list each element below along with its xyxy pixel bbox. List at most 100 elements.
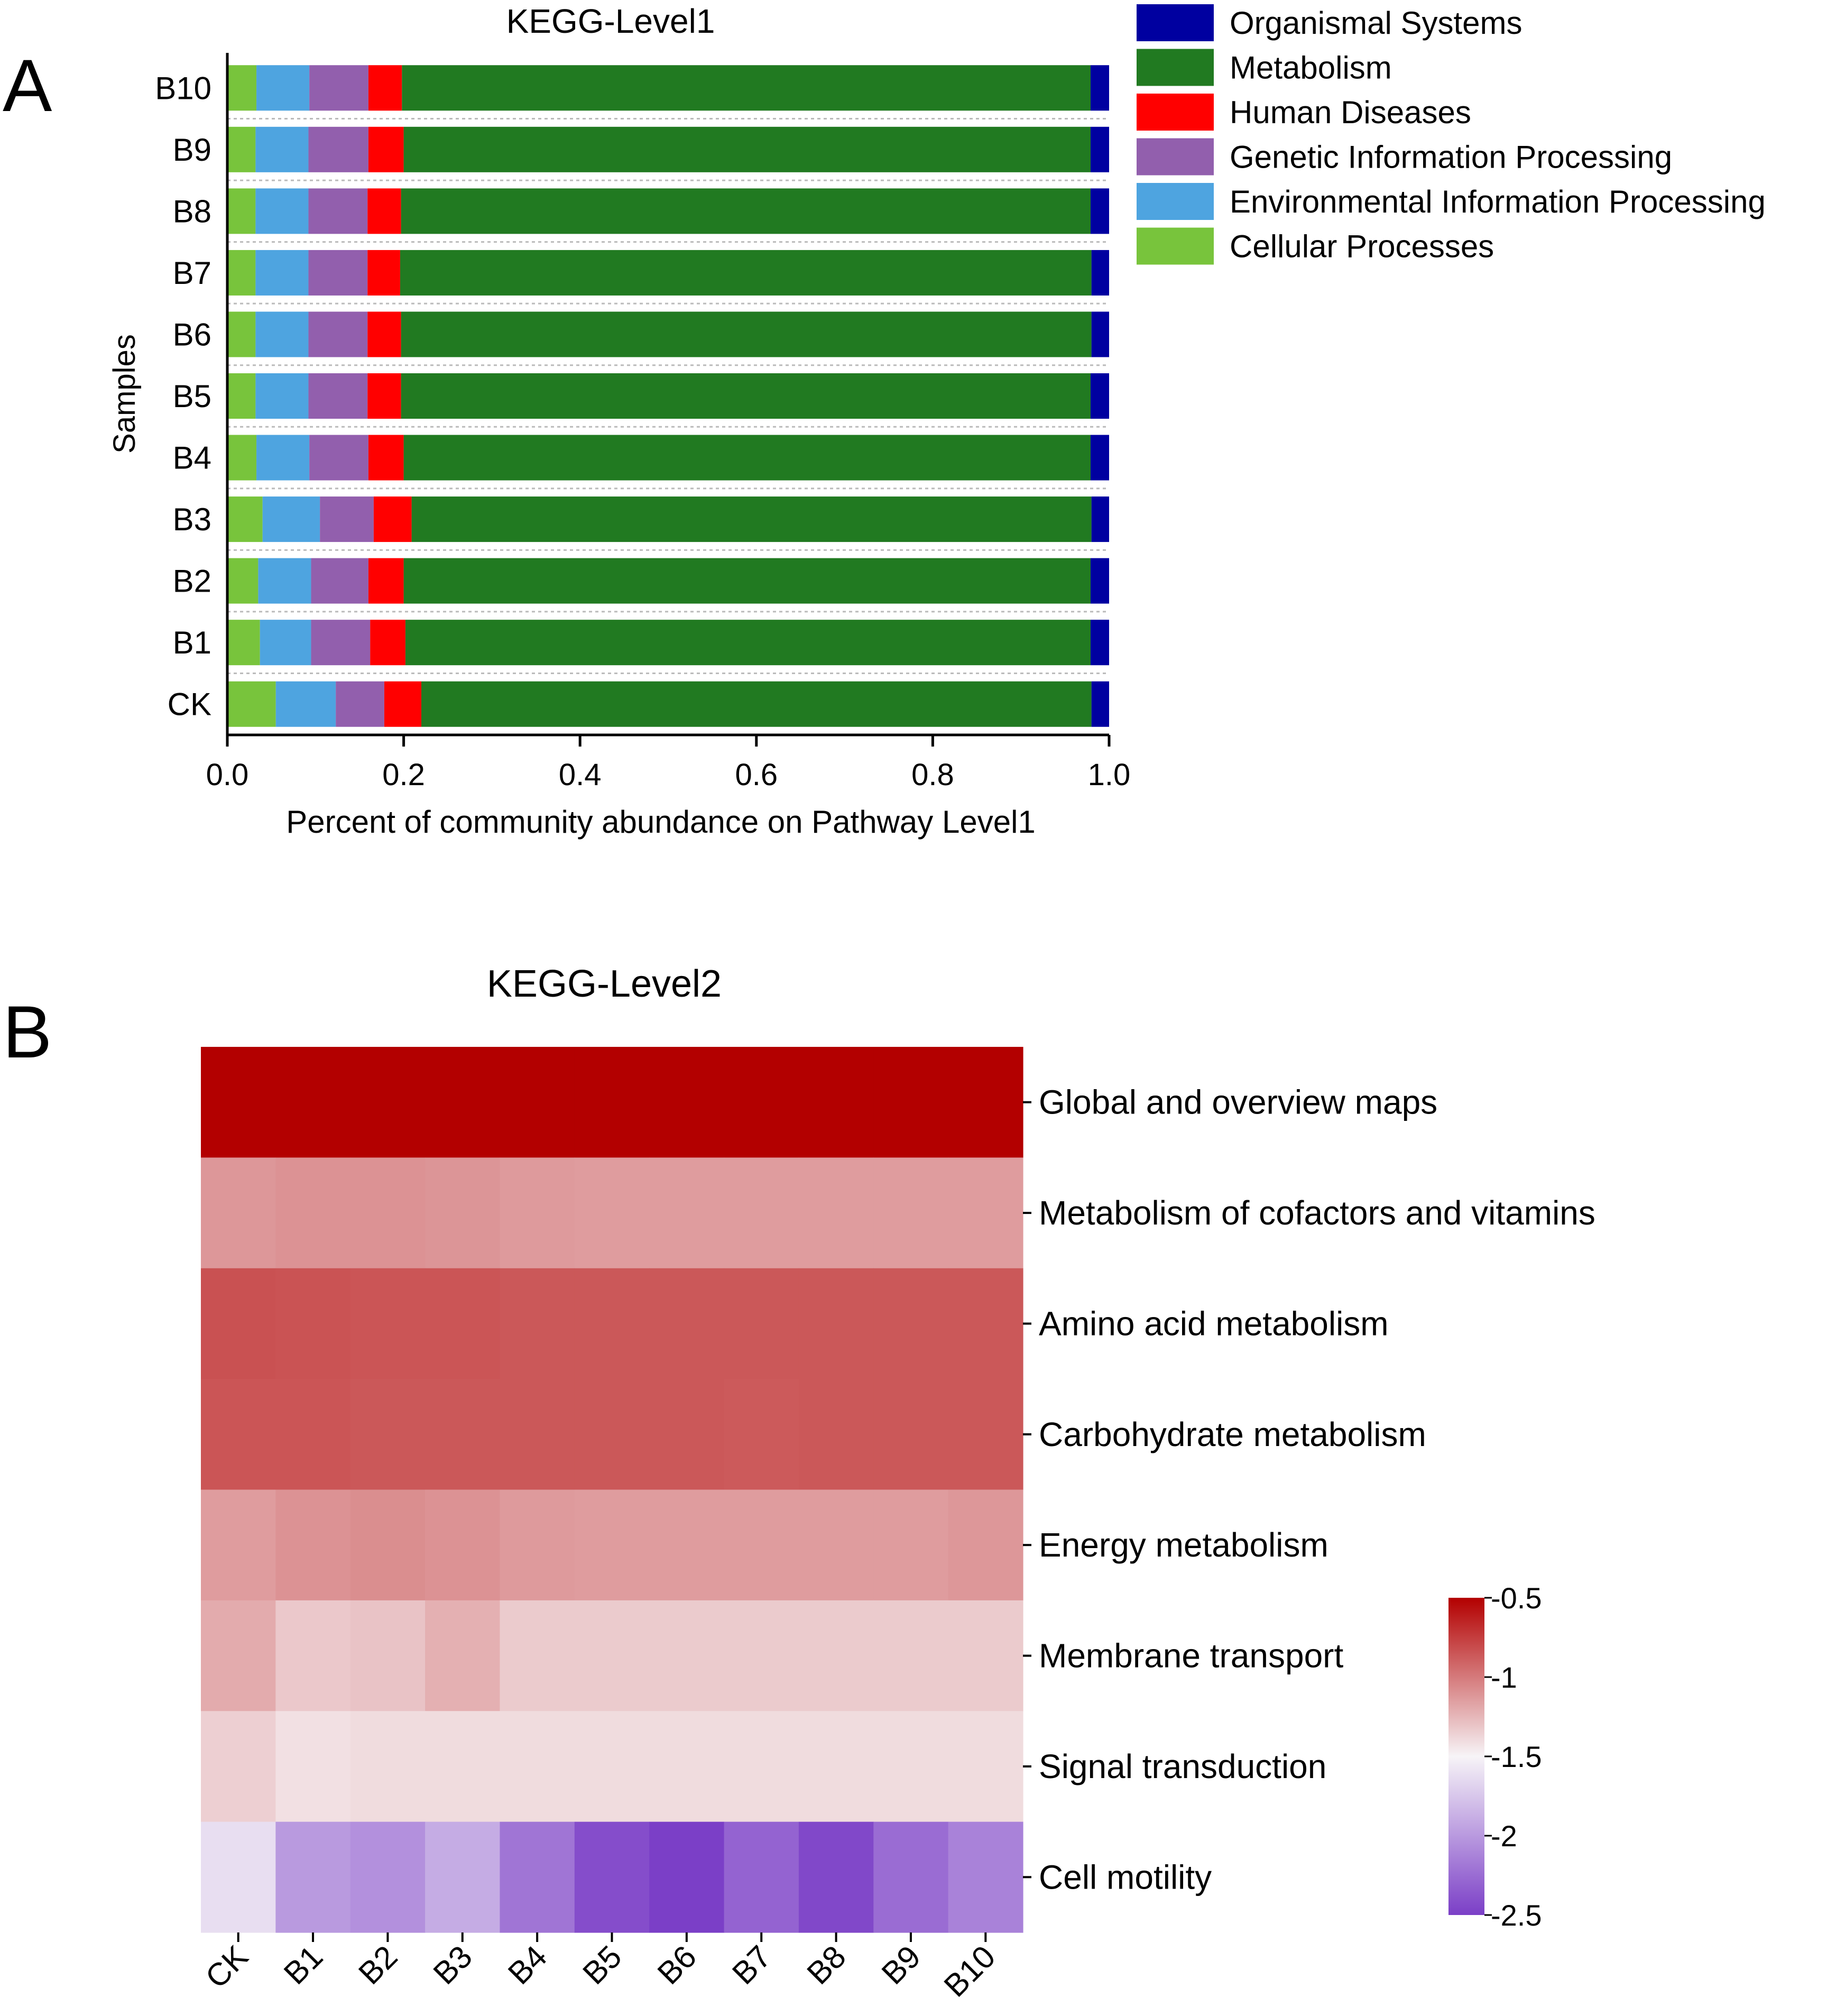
heatmap-cell-global-and-overview-maps-b4 <box>500 1047 575 1158</box>
bar-b2-metabolism <box>404 558 1091 604</box>
heatmap-cell-metabolism-of-cofactors-and-vitamins-b3 <box>425 1157 500 1268</box>
bar-b6-environmental-information-processing <box>255 311 308 357</box>
bar-ck-organismal-systems <box>1092 682 1109 727</box>
bar-b2-cellular-processes <box>227 558 258 604</box>
bar-b3-genetic-information-processing <box>320 496 374 542</box>
heatmap-cells <box>201 1047 1023 1933</box>
heatmap-cell-energy-metabolism-b8 <box>799 1490 874 1601</box>
heatmap-cell-global-and-overview-maps-b9 <box>873 1047 948 1158</box>
bar-b7-environmental-information-processing <box>255 250 308 296</box>
heatmap-cell-cell-motility-b9 <box>873 1822 948 1933</box>
heatmap-cell-signal-transduction-b9 <box>873 1711 948 1822</box>
bar-b2-environmental-information-processing <box>258 558 311 604</box>
heatmap-column-labels: CK B1 B2 B3 B4 B5 B6 B7 B8 B9 B10 <box>199 1932 1002 2004</box>
heatmap-cell-membrane-transport-b8 <box>799 1600 874 1711</box>
heatmap-cell-energy-metabolism-b9 <box>873 1490 948 1601</box>
panel-b-label: B <box>3 990 52 1073</box>
bar-ck-environmental-information-processing <box>276 682 336 727</box>
bar-ck-metabolism <box>421 682 1092 727</box>
bar-b8-genetic-information-processing <box>308 188 367 234</box>
heatmap-cell-metabolism-of-cofactors-and-vitamins-b4 <box>500 1157 575 1268</box>
x-tick-label: 0.6 <box>735 758 778 792</box>
heatmap-cell-global-and-overview-maps-b2 <box>350 1047 426 1158</box>
column-label-b4: B4 <box>501 1939 553 1991</box>
heatmap-cell-carbohydrate-metabolism-b2 <box>350 1379 426 1490</box>
figure: A KEGG-Level1 Samples Percent of communi… <box>0 0 1827 2016</box>
heatmap-cell-signal-transduction-b7 <box>724 1711 799 1822</box>
heatmap-cell-membrane-transport-b4 <box>500 1600 575 1711</box>
bar-b5-genetic-information-processing <box>308 373 367 419</box>
bar-b8-metabolism <box>401 188 1091 234</box>
column-label-b5: B5 <box>576 1939 628 1991</box>
legend-label-organismal-systems: Organismal Systems <box>1230 5 1522 41</box>
bar-b7-organismal-systems <box>1092 250 1109 296</box>
bar-b5-organismal-systems <box>1091 373 1109 419</box>
chart-a-ylabel: Samples <box>107 334 142 454</box>
heatmap-cell-metabolism-of-cofactors-and-vitamins-b10 <box>948 1157 1023 1268</box>
colorbar-tick-label: -0.5 <box>1491 1581 1542 1615</box>
heatmap-cell-global-and-overview-maps-b1 <box>275 1047 350 1158</box>
bar-b10-environmental-information-processing <box>256 65 309 111</box>
category-label-b3: B3 <box>173 502 211 537</box>
heatmap-cell-signal-transduction-b6 <box>649 1711 724 1822</box>
x-tick-label: 0.2 <box>382 758 425 792</box>
row-label-amino-acid-metabolism: Amino acid metabolism <box>1039 1304 1389 1342</box>
bar-b3-environmental-information-processing <box>263 496 320 542</box>
heatmap-cell-global-and-overview-maps-b5 <box>575 1047 650 1158</box>
category-label-b1: B1 <box>173 625 211 660</box>
heatmap-cell-global-and-overview-maps-b6 <box>649 1047 724 1158</box>
heatmap-cell-metabolism-of-cofactors-and-vitamins-b9 <box>873 1157 948 1268</box>
heatmap-cell-amino-acid-metabolism-ck <box>201 1268 276 1379</box>
legend-swatch-environmental-information-processing <box>1137 183 1214 220</box>
category-label-ck: CK <box>168 687 211 722</box>
chart-a-x-ticks: 0.0 0.2 0.4 0.6 0.8 1.0 <box>206 735 1131 792</box>
heatmap-cell-amino-acid-metabolism-b3 <box>425 1268 500 1379</box>
heatmap-cell-membrane-transport-ck <box>201 1600 276 1711</box>
heatmap-cell-membrane-transport-b6 <box>649 1600 724 1711</box>
bar-b9-cellular-processes <box>227 127 255 172</box>
bar-b2-genetic-information-processing <box>311 558 368 604</box>
bar-b1-environmental-information-processing <box>260 620 311 665</box>
heatmap-cell-amino-acid-metabolism-b10 <box>948 1268 1023 1379</box>
heatmap-cell-energy-metabolism-b3 <box>425 1490 500 1601</box>
heatmap-cell-membrane-transport-b9 <box>873 1600 948 1711</box>
chart-a-title: KEGG-Level1 <box>506 2 715 40</box>
heatmap-cell-amino-acid-metabolism-b7 <box>724 1268 799 1379</box>
heatmap-row-labels: Global and overview maps Metabolism of co… <box>1023 1083 1595 1897</box>
bar-b10-human-diseases <box>368 65 402 111</box>
bar-b10-organismal-systems <box>1091 65 1109 111</box>
heatmap-cell-global-and-overview-maps-b10 <box>948 1047 1023 1158</box>
row-label-energy-metabolism: Energy metabolism <box>1039 1526 1328 1564</box>
category-label-b10: B10 <box>155 70 211 106</box>
bar-b1-metabolism <box>405 620 1091 665</box>
heatmap-cell-global-and-overview-maps-b7 <box>724 1047 799 1158</box>
heatmap-cell-amino-acid-metabolism-b1 <box>275 1268 350 1379</box>
column-label-b1: B1 <box>277 1939 329 1991</box>
legend-label-cellular-processes: Cellular Processes <box>1230 229 1494 264</box>
heatmap-cell-signal-transduction-b10 <box>948 1711 1023 1822</box>
heatmap-cell-energy-metabolism-b5 <box>575 1490 650 1601</box>
heatmap-cell-signal-transduction-ck <box>201 1711 276 1822</box>
bar-b6-genetic-information-processing <box>308 311 367 357</box>
bar-b4-human-diseases <box>368 435 404 481</box>
heatmap-cell-energy-metabolism-ck <box>201 1490 276 1601</box>
colorbar <box>1448 1598 1484 1915</box>
bar-ck-genetic-information-processing <box>336 682 384 727</box>
heatmap-cell-carbohydrate-metabolism-b8 <box>799 1379 874 1490</box>
legend-label-human-diseases: Human Diseases <box>1230 95 1471 130</box>
bar-b7-cellular-processes <box>227 250 255 296</box>
bar-b4-cellular-processes <box>227 435 256 481</box>
colorbar-tick-label: -1.5 <box>1491 1740 1542 1773</box>
heatmap-cell-energy-metabolism-b4 <box>500 1490 575 1601</box>
heatmap-cell-signal-transduction-b2 <box>350 1711 426 1822</box>
bar-b9-organismal-systems <box>1091 127 1109 172</box>
heatmap-cell-amino-acid-metabolism-b6 <box>649 1268 724 1379</box>
x-tick-label: 0.0 <box>206 758 249 792</box>
heatmap-cell-global-and-overview-maps-b8 <box>799 1047 874 1158</box>
legend-swatch-genetic-information-processing <box>1137 139 1214 176</box>
bar-b4-metabolism <box>404 435 1091 481</box>
bar-b7-genetic-information-processing <box>308 250 367 296</box>
bar-b9-metabolism <box>404 127 1091 172</box>
category-label-b8: B8 <box>173 194 211 229</box>
heatmap-cell-carbohydrate-metabolism-b9 <box>873 1379 948 1490</box>
